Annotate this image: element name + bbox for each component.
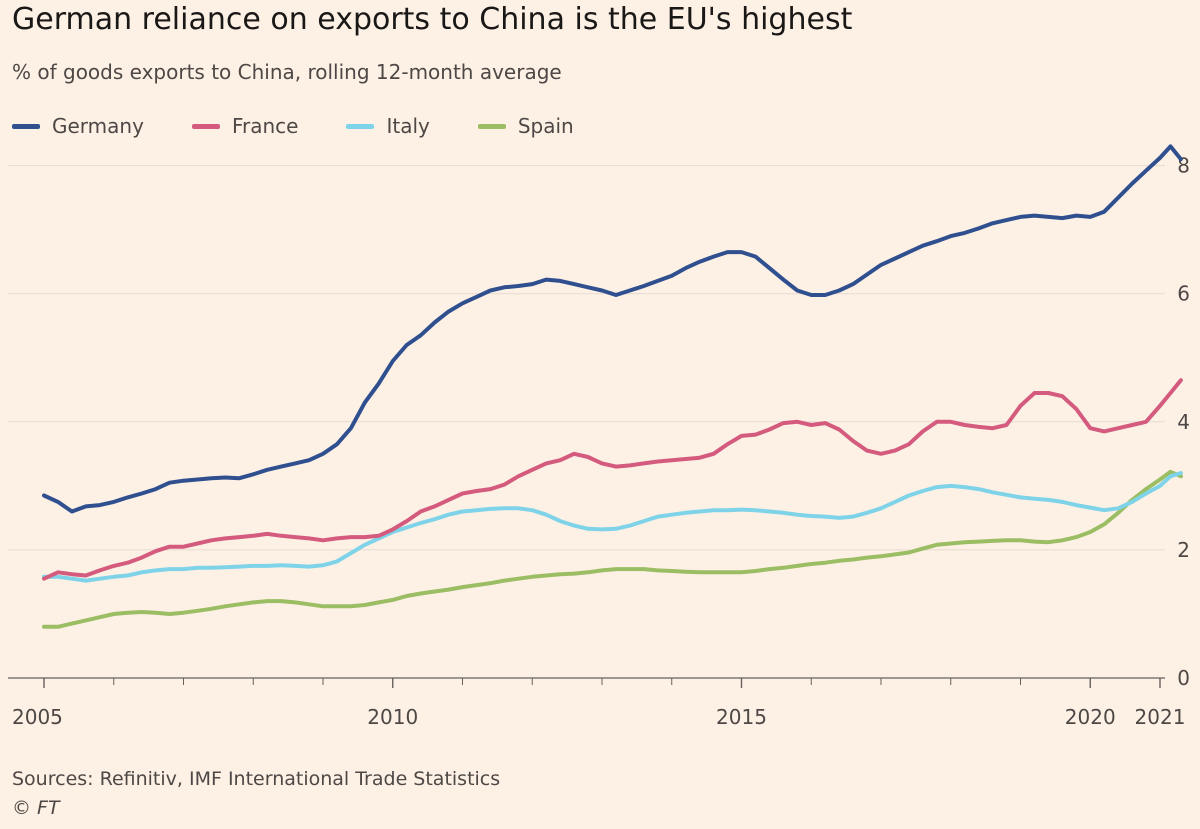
series-line-france (42, 378, 1183, 581)
series-line-italy (42, 471, 1183, 583)
chart-subtitle: % of goods exports to China, rolling 12-… (12, 60, 562, 84)
legend-swatch-italy (346, 123, 375, 129)
legend-item-germany: Germany (12, 114, 144, 138)
x-tick-label-2005: 2005 (12, 705, 63, 729)
y-tick-label-0: 0 (1177, 666, 1190, 690)
legend-label-italy: Italy (386, 114, 430, 138)
y-tick-label-6: 6 (1177, 282, 1190, 306)
legend: Germany France Italy Spain (12, 112, 622, 140)
credit-note: © FT (12, 797, 60, 819)
x-tick-label-2020: 2020 (1065, 705, 1116, 729)
series-line-spain (42, 469, 1183, 629)
x-tick-label-2021: 2021 (1135, 705, 1186, 729)
x-tick-label-2010: 2010 (367, 705, 418, 729)
legend-item-spain: Spain (477, 114, 574, 138)
y-tick-label-4: 4 (1177, 410, 1190, 434)
legend-item-france: France (191, 114, 299, 138)
legend-item-italy: Italy (346, 114, 430, 138)
y-tick-label-2: 2 (1177, 538, 1190, 562)
legend-swatch-france (191, 123, 220, 129)
x-tick-label-2015: 2015 (716, 705, 767, 729)
legend-label-germany: Germany (52, 114, 144, 138)
source-note: Sources: Refinitiv, IMF International Tr… (12, 768, 501, 790)
legend-swatch-spain (477, 123, 506, 129)
chart-title: German reliance on exports to China is t… (12, 2, 853, 37)
series-line-germany (42, 144, 1183, 514)
legend-swatch-germany (12, 123, 40, 129)
legend-label-france: France (231, 114, 299, 138)
legend-label-spain: Spain (517, 114, 574, 138)
